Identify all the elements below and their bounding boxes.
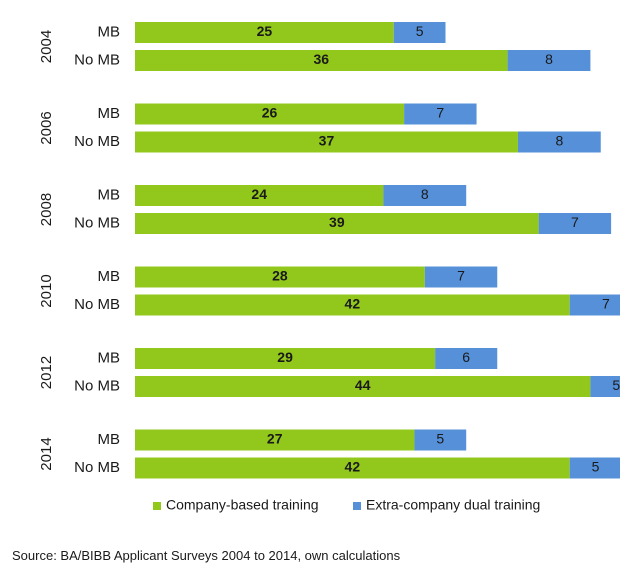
category-label: MB xyxy=(98,349,121,366)
data-label: 36 xyxy=(314,51,330,67)
data-label: 6 xyxy=(462,349,470,365)
legend: Company-based training Extra-company dual… xyxy=(153,497,540,513)
legend-label-company-based: Company-based training xyxy=(166,497,319,513)
data-label: 5 xyxy=(416,23,424,39)
bar-extra-company-2004-no-mb xyxy=(507,50,591,71)
data-label: 29 xyxy=(277,349,293,365)
data-label: 8 xyxy=(545,51,553,67)
category-label: No MB xyxy=(74,377,120,394)
data-label: 27 xyxy=(267,431,283,447)
bar-extra-company-2012-no-mb xyxy=(590,376,620,397)
data-label: 42 xyxy=(345,296,361,312)
source-note: Source: BA/BIBB Applicant Surveys 2004 t… xyxy=(12,548,401,563)
category-label: MB xyxy=(98,105,121,122)
bar-company-based-2006-mb xyxy=(135,103,405,125)
bar-company-based-2010-mb xyxy=(135,266,425,288)
year-label-2006: 2006 xyxy=(38,111,55,144)
data-label: 39 xyxy=(329,214,345,230)
category-label: MB xyxy=(98,186,121,203)
bar-company-based-2012-no-mb xyxy=(135,376,591,397)
bar-extra-company-2008-no-mb xyxy=(538,213,612,234)
data-label: 8 xyxy=(421,186,429,202)
data-label: 5 xyxy=(612,377,620,393)
data-label: 26 xyxy=(262,105,278,121)
bar-extra-company-2012-mb xyxy=(435,348,498,369)
category-label: MB xyxy=(98,23,121,40)
bar-company-based-2010-no-mb xyxy=(135,294,570,316)
data-label: 5 xyxy=(436,431,444,447)
bar-extra-company-2004-mb xyxy=(393,22,446,43)
bar-company-based-2014-no-mb xyxy=(135,457,570,479)
plot-area: 2004 MB 25 5 No MB 36 8 2006 MB 26 7 No MB 37 8 2008 MB… xyxy=(38,22,620,479)
data-label: 42 xyxy=(345,459,361,475)
bar-extra-company-2008-mb xyxy=(383,185,467,206)
year-label-2012: 2012 xyxy=(38,356,55,389)
data-label: 25 xyxy=(257,23,273,39)
bar-extra-company-2010-no-mb xyxy=(569,294,620,316)
category-label: No MB xyxy=(74,296,120,313)
data-label: 7 xyxy=(436,105,444,121)
data-label: 44 xyxy=(355,377,371,393)
data-label: 7 xyxy=(457,268,465,284)
bar-extra-company-2010-mb xyxy=(424,266,498,288)
bar-company-based-2012-mb xyxy=(135,348,436,369)
bar-extra-company-2014-mb xyxy=(414,429,467,451)
year-label-2014: 2014 xyxy=(38,437,55,470)
stacked-bar-chart: 2004 MB 25 5 No MB 36 8 2006 MB 26 7 No MB 37 8 2008 MB… xyxy=(38,22,620,513)
legend-swatch-extra-company xyxy=(353,502,361,510)
category-label: No MB xyxy=(74,214,120,231)
year-label-2010: 2010 xyxy=(38,274,55,307)
legend-swatch-company-based xyxy=(153,502,161,510)
data-label: 37 xyxy=(319,133,335,149)
bar-company-based-2014-mb xyxy=(135,429,415,451)
bar-extra-company-2006-no-mb xyxy=(517,131,601,153)
data-label: 8 xyxy=(555,133,563,149)
data-label: 28 xyxy=(272,268,288,284)
year-label-2004: 2004 xyxy=(38,30,55,63)
year-label-2008: 2008 xyxy=(38,193,55,226)
data-label: 24 xyxy=(251,186,267,202)
data-label: 7 xyxy=(602,296,610,312)
bar-company-based-2004-no-mb xyxy=(135,50,508,71)
category-label: No MB xyxy=(74,459,120,476)
bar-company-based-2008-no-mb xyxy=(135,213,539,234)
category-label: MB xyxy=(98,268,121,285)
bar-company-based-2004-mb xyxy=(135,22,394,43)
data-label: 7 xyxy=(571,214,579,230)
category-label: MB xyxy=(98,431,121,448)
bar-company-based-2006-no-mb xyxy=(135,131,518,153)
data-label: 5 xyxy=(592,459,600,475)
bar-company-based-2008-mb xyxy=(135,185,384,206)
bar-extra-company-2014-no-mb xyxy=(569,457,620,479)
bar-extra-company-2006-mb xyxy=(404,103,477,125)
legend-label-extra-company: Extra-company dual training xyxy=(366,497,540,513)
category-label: No MB xyxy=(74,51,120,68)
category-label: No MB xyxy=(74,133,120,150)
